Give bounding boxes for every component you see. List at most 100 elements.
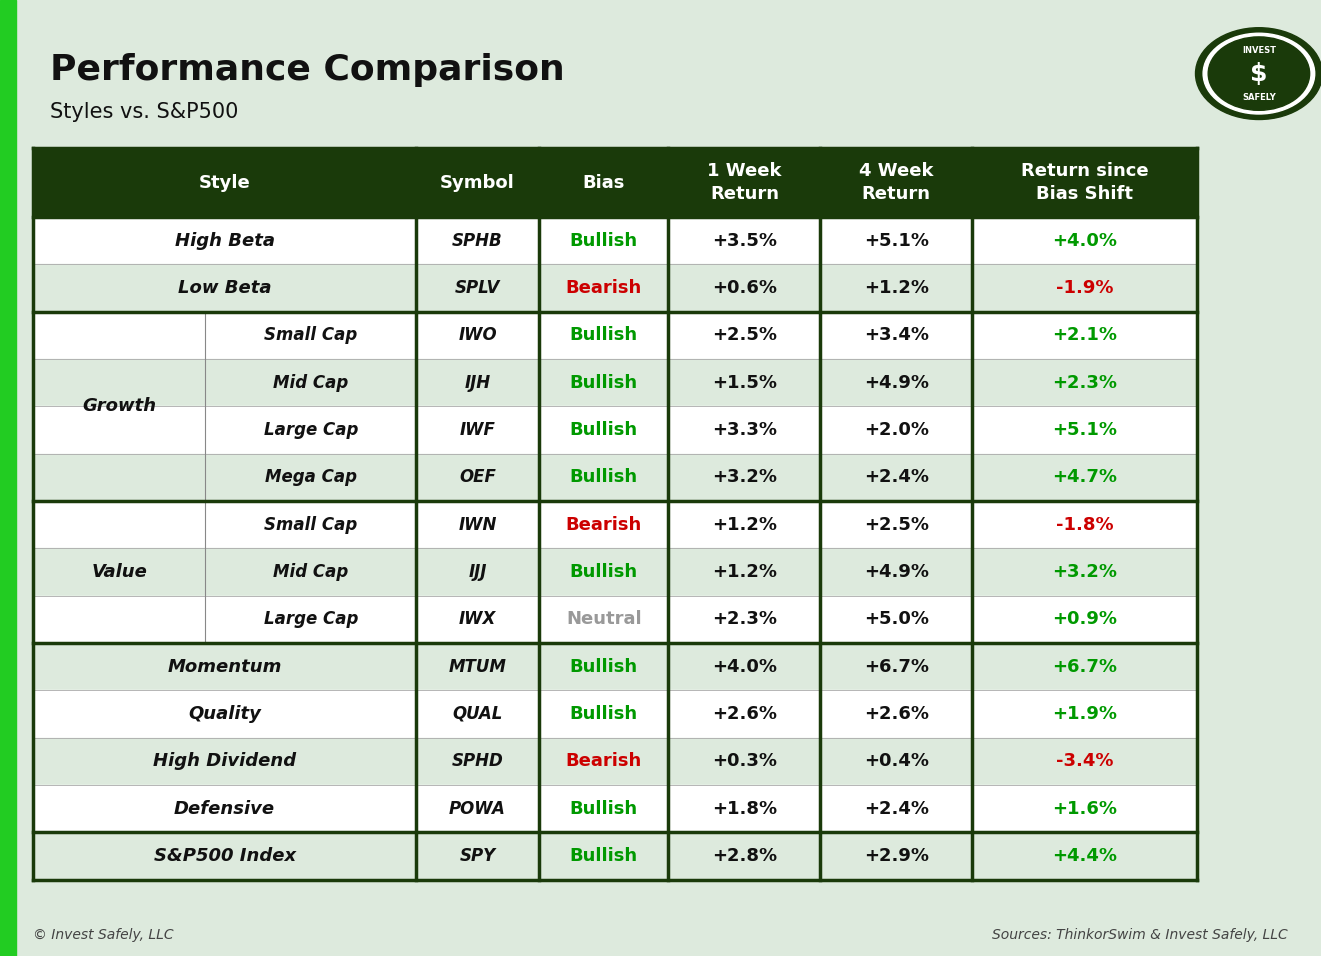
Text: +4.4%: +4.4% (1052, 847, 1118, 865)
Text: +2.6%: +2.6% (712, 705, 777, 723)
Text: SPY: SPY (460, 847, 495, 865)
Bar (0, 0, 16, 956)
Text: High Beta: High Beta (174, 231, 275, 250)
Text: +4.0%: +4.0% (1052, 231, 1118, 250)
Text: Bullish: Bullish (569, 799, 638, 817)
Text: IWF: IWF (460, 421, 495, 439)
Text: Style: Style (198, 174, 251, 191)
Text: Defensive: Defensive (174, 799, 275, 817)
Bar (33, 406, 1197, 454)
Text: +2.4%: +2.4% (864, 799, 929, 817)
Text: +6.7%: +6.7% (864, 658, 929, 676)
Text: Large Cap: Large Cap (264, 610, 358, 628)
Text: Mega Cap: Mega Cap (264, 468, 357, 487)
Text: Bullish: Bullish (569, 468, 638, 487)
Text: Bullish: Bullish (569, 705, 638, 723)
Bar (33, 148, 1197, 217)
Text: +2.8%: +2.8% (712, 847, 777, 865)
Text: IJH: IJH (465, 374, 490, 392)
Text: Bullish: Bullish (569, 658, 638, 676)
Text: Small Cap: Small Cap (264, 515, 358, 533)
Circle shape (1196, 28, 1321, 120)
Bar (33, 217, 1197, 264)
Text: +2.9%: +2.9% (864, 847, 929, 865)
Text: +3.3%: +3.3% (712, 421, 777, 439)
Text: Mid Cap: Mid Cap (273, 563, 349, 581)
Text: Symbol: Symbol (440, 174, 515, 191)
Text: 1 Week
Return: 1 Week Return (707, 163, 782, 203)
Text: Bearish: Bearish (565, 752, 642, 771)
Text: Bullish: Bullish (569, 563, 638, 581)
Text: MTUM: MTUM (449, 658, 506, 676)
Circle shape (1209, 37, 1309, 110)
Text: SAFELY: SAFELY (1242, 93, 1276, 102)
Text: IJJ: IJJ (469, 563, 486, 581)
Text: SPLV: SPLV (454, 279, 501, 297)
Text: Momentum: Momentum (168, 658, 281, 676)
Text: High Dividend: High Dividend (153, 752, 296, 771)
Text: +1.8%: +1.8% (712, 799, 777, 817)
Text: +2.4%: +2.4% (864, 468, 929, 487)
Bar (33, 549, 1197, 596)
Text: Bearish: Bearish (565, 515, 642, 533)
Text: Growth: Growth (82, 398, 156, 415)
Text: Bullish: Bullish (569, 847, 638, 865)
Bar (33, 501, 1197, 549)
Text: POWA: POWA (449, 799, 506, 817)
Text: +1.6%: +1.6% (1052, 799, 1118, 817)
Text: +1.2%: +1.2% (712, 515, 777, 533)
Text: Large Cap: Large Cap (264, 421, 358, 439)
Bar (33, 264, 1197, 312)
Text: IWX: IWX (458, 610, 497, 628)
Text: Sources: ThinkorSwim & Invest Safely, LLC: Sources: ThinkorSwim & Invest Safely, LL… (992, 928, 1288, 942)
Text: +3.2%: +3.2% (712, 468, 777, 487)
Text: +0.3%: +0.3% (712, 752, 777, 771)
Text: +2.1%: +2.1% (1052, 326, 1118, 344)
Text: +1.5%: +1.5% (712, 374, 777, 392)
Text: Bullish: Bullish (569, 421, 638, 439)
Text: +4.9%: +4.9% (864, 563, 929, 581)
Text: Styles vs. S&P500: Styles vs. S&P500 (50, 102, 239, 122)
Text: S&P500 Index: S&P500 Index (153, 847, 296, 865)
Text: +1.2%: +1.2% (712, 563, 777, 581)
Text: QUAL: QUAL (452, 705, 503, 723)
Text: SPHD: SPHD (452, 752, 503, 771)
Bar (33, 832, 1197, 880)
Circle shape (1203, 33, 1314, 114)
Text: +0.4%: +0.4% (864, 752, 929, 771)
Text: +6.7%: +6.7% (1052, 658, 1118, 676)
Text: +0.6%: +0.6% (712, 279, 777, 297)
Text: Bullish: Bullish (569, 326, 638, 344)
Text: Performance Comparison: Performance Comparison (50, 53, 565, 87)
Text: +3.5%: +3.5% (712, 231, 777, 250)
Text: +2.5%: +2.5% (712, 326, 777, 344)
Text: +5.1%: +5.1% (1052, 421, 1118, 439)
Bar (33, 453, 1197, 501)
Text: Bullish: Bullish (569, 374, 638, 392)
Text: Return since
Bias Shift: Return since Bias Shift (1021, 163, 1148, 203)
Text: +1.9%: +1.9% (1052, 705, 1118, 723)
Text: +2.0%: +2.0% (864, 421, 929, 439)
Bar (33, 312, 1197, 359)
Text: SPHB: SPHB (452, 231, 503, 250)
Text: Neutral: Neutral (565, 610, 642, 628)
Text: Bearish: Bearish (565, 279, 642, 297)
Text: +4.0%: +4.0% (712, 658, 777, 676)
Text: Small Cap: Small Cap (264, 326, 358, 344)
Text: +2.3%: +2.3% (1052, 374, 1118, 392)
Text: INVEST: INVEST (1242, 46, 1276, 55)
Text: Value: Value (91, 563, 147, 581)
Text: -3.4%: -3.4% (1055, 752, 1114, 771)
Bar (33, 690, 1197, 738)
Bar (33, 738, 1197, 785)
Text: +4.9%: +4.9% (864, 374, 929, 392)
Text: IWO: IWO (458, 326, 497, 344)
Bar (33, 596, 1197, 642)
Text: +5.1%: +5.1% (864, 231, 929, 250)
Text: OEF: OEF (460, 468, 495, 487)
Bar (33, 359, 1197, 406)
Text: 4 Week
Return: 4 Week Return (859, 163, 934, 203)
Text: -1.9%: -1.9% (1055, 279, 1114, 297)
Bar (33, 642, 1197, 690)
Text: +3.4%: +3.4% (864, 326, 929, 344)
